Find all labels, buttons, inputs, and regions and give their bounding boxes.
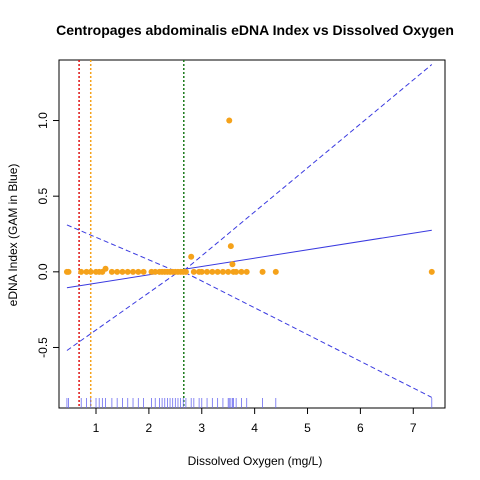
data-point (182, 268, 189, 275)
gam-ci-lower-line (66, 269, 433, 398)
data-point (243, 268, 250, 275)
gam-ci-upper-line (66, 64, 433, 274)
data-point (225, 268, 232, 275)
data-point (204, 268, 211, 275)
x-tick-label: 5 (304, 421, 311, 435)
x-tick-label: 6 (357, 421, 364, 435)
data-point (78, 268, 85, 275)
x-tick-label: 1 (93, 421, 100, 435)
data-point (238, 268, 245, 275)
y-tick-label: 1.0 (36, 112, 50, 129)
data-point (152, 268, 159, 275)
data-point (219, 268, 226, 275)
data-point (272, 268, 279, 275)
y-tick-label: -0.5 (36, 337, 50, 358)
data-point (233, 268, 240, 275)
y-tick-label: 0.0 (36, 263, 50, 280)
gam-fit-line (66, 229, 432, 289)
data-point (102, 265, 109, 272)
data-point (198, 268, 205, 275)
data-point (83, 268, 90, 275)
data-point (124, 268, 131, 275)
data-point (130, 268, 137, 275)
chart-title: Centropages abdominalis eDNA Index vs Di… (56, 22, 454, 38)
data-point (226, 117, 233, 124)
plot-area: 1 2 3 4 5 6 7 -0.5 0.0 0.5 1.0 (36, 59, 446, 435)
data-point (227, 243, 234, 250)
x-axis-label: Dissolved Oxygen (mg/L) (188, 454, 323, 468)
x-tick-label: 2 (146, 421, 153, 435)
x-tick-label: 4 (251, 421, 258, 435)
data-point (229, 261, 236, 268)
data-point (119, 268, 126, 275)
data-point (190, 268, 197, 275)
data-point (214, 268, 221, 275)
data-point (114, 268, 121, 275)
plot-frame (58, 59, 446, 409)
data-point (259, 268, 266, 275)
y-axis-label: eDNA Index (GAM in Blue) (6, 164, 20, 307)
data-point (87, 268, 94, 275)
data-point (108, 268, 115, 275)
data-point (135, 268, 142, 275)
data-point (188, 253, 195, 260)
x-tick-label: 3 (198, 421, 205, 435)
data-point (209, 268, 216, 275)
y-tick-label: 0.5 (36, 188, 50, 205)
data-point (140, 268, 147, 275)
data-point (428, 268, 435, 275)
x-tick-label: 7 (410, 421, 417, 435)
data-point (65, 268, 72, 275)
